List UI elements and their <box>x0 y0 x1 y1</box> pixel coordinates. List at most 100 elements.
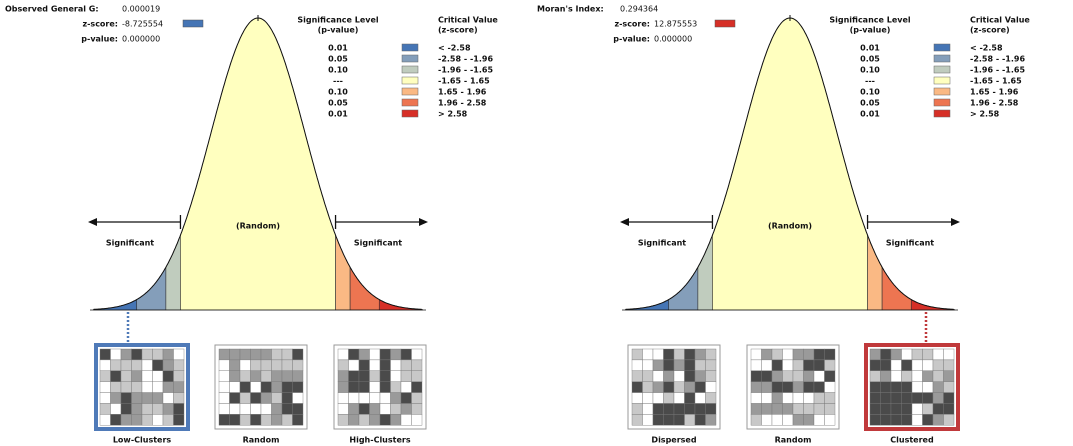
map-cell <box>100 349 111 360</box>
map-cell <box>902 349 913 360</box>
map-cell <box>632 393 643 404</box>
map-cell <box>793 360 804 371</box>
curve-region <box>180 18 335 310</box>
map-cell <box>153 404 164 415</box>
map-cell <box>251 349 262 360</box>
map-cell <box>695 349 706 360</box>
significant-label: Significant <box>638 239 686 248</box>
map-label: Random <box>243 436 280 445</box>
map-cell <box>174 360 185 371</box>
map-cell <box>664 414 675 425</box>
map-cell <box>219 404 230 415</box>
map-cell <box>643 360 654 371</box>
legend-p: 0.10 <box>328 88 348 97</box>
map-cell <box>825 371 836 382</box>
legend-p: 0.01 <box>860 44 880 53</box>
legend-p: 0.05 <box>860 55 880 64</box>
map-cell <box>111 382 122 393</box>
map-cell <box>401 404 412 415</box>
map-cell <box>793 404 804 415</box>
map-cell <box>751 393 762 404</box>
map-cell <box>293 414 304 425</box>
legend-z: -1.65 - 1.65 <box>438 77 490 86</box>
map-cell <box>783 349 794 360</box>
map-cell <box>359 382 370 393</box>
map-cell <box>401 360 412 371</box>
map-cell <box>251 414 262 425</box>
map-cell <box>685 382 696 393</box>
map-cell <box>762 371 773 382</box>
map-cell <box>751 414 762 425</box>
map-cell <box>891 404 902 415</box>
map-cell <box>923 382 934 393</box>
map-cell <box>674 360 685 371</box>
map-cell <box>804 393 815 404</box>
legend-p: 0.10 <box>328 66 348 75</box>
map-cell <box>380 371 391 382</box>
map-cell <box>142 414 153 425</box>
map-cell <box>762 393 773 404</box>
map-cell <box>391 404 402 415</box>
map-cell <box>412 360 423 371</box>
arrow-head <box>419 218 428 226</box>
map-cell <box>370 404 381 415</box>
map-cell <box>174 404 185 415</box>
map-cell <box>240 349 251 360</box>
map-cell <box>100 404 111 415</box>
stat-value: 0.294364 <box>620 5 658 14</box>
curve-region <box>698 235 713 310</box>
map-cell <box>412 382 423 393</box>
map-cell <box>804 349 815 360</box>
stat-value: 0.000019 <box>122 5 160 14</box>
map-cell <box>825 393 836 404</box>
map-cell <box>111 393 122 404</box>
map-cell <box>349 371 360 382</box>
map-cell <box>933 393 944 404</box>
map-cell <box>881 414 892 425</box>
legend-swatch <box>402 44 418 51</box>
random-label: (Random) <box>768 222 812 231</box>
map-cell <box>349 349 360 360</box>
map-cell <box>772 393 783 404</box>
map-cell <box>674 393 685 404</box>
map-cell <box>282 414 293 425</box>
legend-p: 0.05 <box>328 99 348 108</box>
map-cell <box>814 404 825 415</box>
map-cell <box>401 349 412 360</box>
map-cell <box>944 393 955 404</box>
map-cell <box>793 393 804 404</box>
map-cell <box>111 404 122 415</box>
curve-region <box>379 300 422 311</box>
map-cell <box>664 360 675 371</box>
map-cell <box>111 414 122 425</box>
map-cell <box>912 393 923 404</box>
legend-z: 1.96 - 2.58 <box>438 99 487 108</box>
panel: Moran's Index:0.294364z-score:12.875553p… <box>537 5 1030 445</box>
map-cell <box>674 371 685 382</box>
map-cell <box>153 414 164 425</box>
map-cell <box>293 349 304 360</box>
map-cell <box>751 371 762 382</box>
map-cell <box>359 349 370 360</box>
map-cell <box>881 404 892 415</box>
map-cell <box>653 414 664 425</box>
map-cell <box>912 360 923 371</box>
legend-swatch <box>934 66 950 73</box>
legend-swatch <box>402 55 418 62</box>
map-cell <box>391 349 402 360</box>
map-cell <box>153 382 164 393</box>
legend-swatch <box>934 44 950 51</box>
map-cell <box>891 393 902 404</box>
legend-p: 0.10 <box>860 66 880 75</box>
map-cell <box>142 404 153 415</box>
legend-swatch <box>934 99 950 106</box>
map-cell <box>121 393 132 404</box>
map-cell <box>706 404 717 415</box>
map-cell <box>293 393 304 404</box>
map-cell <box>349 414 360 425</box>
map-cell <box>412 371 423 382</box>
map-cell <box>219 371 230 382</box>
map-cell <box>230 371 241 382</box>
map-cell <box>912 414 923 425</box>
legend-header: Critical Value <box>970 16 1030 25</box>
